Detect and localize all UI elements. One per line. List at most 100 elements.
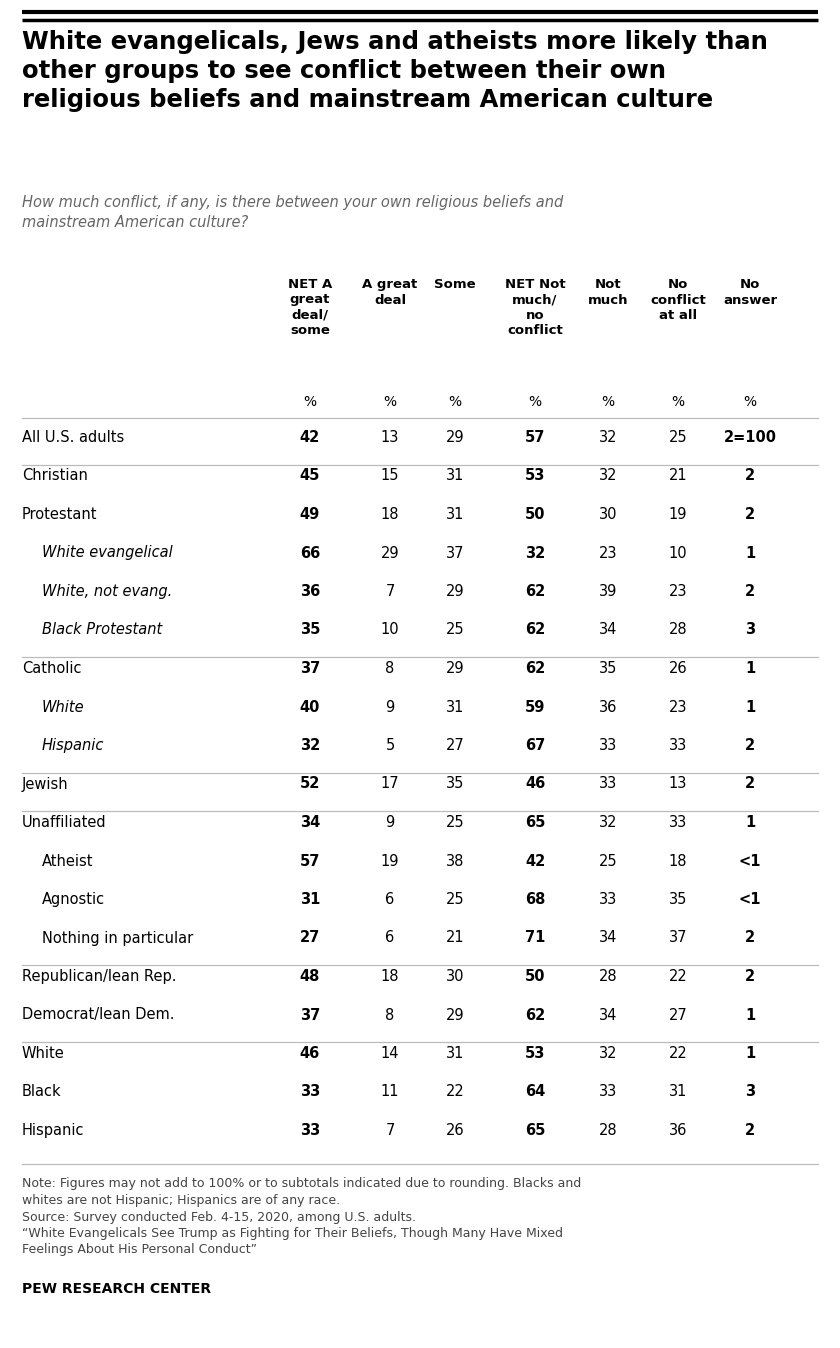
Text: 57: 57: [300, 853, 320, 868]
Text: 32: 32: [599, 816, 617, 830]
Text: 14: 14: [381, 1046, 399, 1061]
Text: 35: 35: [599, 661, 617, 675]
Text: 8: 8: [386, 1007, 395, 1023]
Text: Christian: Christian: [22, 469, 88, 484]
Text: 22: 22: [446, 1085, 465, 1100]
Text: 22: 22: [669, 969, 687, 984]
Text: 6: 6: [386, 930, 395, 945]
Text: 7: 7: [386, 1123, 395, 1138]
Text: 31: 31: [446, 507, 465, 522]
Text: 35: 35: [446, 776, 465, 791]
Text: 29: 29: [446, 661, 465, 675]
Text: 35: 35: [669, 892, 687, 907]
Text: Black: Black: [22, 1085, 61, 1100]
Text: Democrat/lean Dem.: Democrat/lean Dem.: [22, 1007, 175, 1023]
Text: 1: 1: [745, 1046, 755, 1061]
Text: 8: 8: [386, 661, 395, 675]
Text: %: %: [743, 395, 757, 408]
Text: 66: 66: [300, 546, 320, 561]
Text: Atheist: Atheist: [42, 853, 93, 868]
Text: 2: 2: [745, 776, 755, 791]
Text: 1: 1: [745, 1007, 755, 1023]
Text: Hispanic: Hispanic: [42, 737, 104, 754]
Text: 53: 53: [525, 1046, 545, 1061]
Text: White: White: [22, 1046, 65, 1061]
Text: Source: Survey conducted Feb. 4-15, 2020, among U.S. adults.: Source: Survey conducted Feb. 4-15, 2020…: [22, 1211, 416, 1224]
Text: 62: 62: [525, 623, 545, 638]
Text: White, not evang.: White, not evang.: [42, 584, 172, 599]
Text: 21: 21: [669, 469, 687, 484]
Text: 64: 64: [525, 1085, 545, 1100]
Text: 32: 32: [599, 430, 617, 445]
Text: 27: 27: [300, 930, 320, 945]
Text: 28: 28: [599, 969, 617, 984]
Text: %: %: [383, 395, 396, 408]
Text: 19: 19: [669, 507, 687, 522]
Text: 23: 23: [599, 546, 617, 561]
Text: Catholic: Catholic: [22, 661, 81, 675]
Text: 10: 10: [381, 623, 399, 638]
Text: 9: 9: [386, 700, 395, 714]
Text: No
answer: No answer: [723, 278, 777, 306]
Text: 34: 34: [300, 816, 320, 830]
Text: “White Evangelicals See Trump as Fighting for Their Beliefs, Though Many Have Mi: “White Evangelicals See Trump as Fightin…: [22, 1227, 563, 1240]
Text: All U.S. adults: All U.S. adults: [22, 430, 124, 445]
Text: 31: 31: [300, 892, 320, 907]
Text: 26: 26: [446, 1123, 465, 1138]
Text: 26: 26: [669, 661, 687, 675]
Text: 29: 29: [381, 546, 399, 561]
Text: 2=100: 2=100: [723, 430, 776, 445]
Text: 2: 2: [745, 930, 755, 945]
Text: 50: 50: [525, 507, 545, 522]
Text: 6: 6: [386, 892, 395, 907]
Text: 29: 29: [446, 1007, 465, 1023]
Text: 35: 35: [300, 623, 320, 638]
Text: 3: 3: [745, 1085, 755, 1100]
Text: %: %: [601, 395, 615, 408]
Text: NET Not
much/
no
conflict: NET Not much/ no conflict: [505, 278, 565, 337]
Text: 36: 36: [599, 700, 617, 714]
Text: Jewish: Jewish: [22, 776, 69, 791]
Text: 57: 57: [525, 430, 545, 445]
Text: 21: 21: [446, 930, 465, 945]
Text: 11: 11: [381, 1085, 399, 1100]
Text: PEW RESEARCH CENTER: PEW RESEARCH CENTER: [22, 1282, 211, 1295]
Text: 1: 1: [745, 700, 755, 714]
Text: Republican/lean Rep.: Republican/lean Rep.: [22, 969, 176, 984]
Text: 40: 40: [300, 700, 320, 714]
Text: Agnostic: Agnostic: [42, 892, 105, 907]
Text: 3: 3: [745, 623, 755, 638]
Text: 18: 18: [669, 853, 687, 868]
Text: 2: 2: [745, 737, 755, 754]
Text: 31: 31: [446, 700, 465, 714]
Text: 18: 18: [381, 507, 399, 522]
Text: 2: 2: [745, 969, 755, 984]
Text: 52: 52: [300, 776, 320, 791]
Text: Some: Some: [434, 278, 475, 291]
Text: 13: 13: [381, 430, 399, 445]
Text: 71: 71: [525, 930, 545, 945]
Text: 53: 53: [525, 469, 545, 484]
Text: Feelings About His Personal Conduct”: Feelings About His Personal Conduct”: [22, 1243, 257, 1256]
Text: 2: 2: [745, 1123, 755, 1138]
Text: 19: 19: [381, 853, 399, 868]
Text: 68: 68: [525, 892, 545, 907]
Text: 2: 2: [745, 469, 755, 484]
Text: 33: 33: [599, 1085, 617, 1100]
Text: 5: 5: [386, 737, 395, 754]
Text: 13: 13: [669, 776, 687, 791]
Text: 37: 37: [300, 1007, 320, 1023]
Text: 62: 62: [525, 1007, 545, 1023]
Text: 62: 62: [525, 661, 545, 675]
Text: White evangelical: White evangelical: [42, 546, 173, 561]
Text: 15: 15: [381, 469, 399, 484]
Text: 31: 31: [446, 1046, 465, 1061]
Text: 45: 45: [300, 469, 320, 484]
Text: 34: 34: [599, 1007, 617, 1023]
Text: 9: 9: [386, 816, 395, 830]
Text: 25: 25: [669, 430, 687, 445]
Text: 32: 32: [599, 469, 617, 484]
Text: 34: 34: [599, 623, 617, 638]
Text: 42: 42: [300, 430, 320, 445]
Text: Protestant: Protestant: [22, 507, 97, 522]
